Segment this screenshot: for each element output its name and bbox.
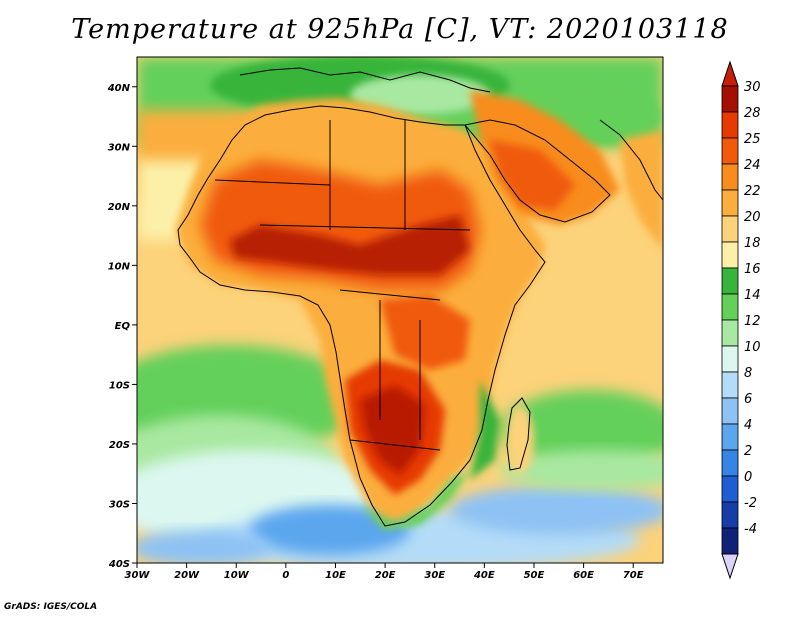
- lat-tick-label: 20N: [108, 202, 131, 213]
- lat-tick-label: 30S: [109, 499, 130, 510]
- colorbar-swatch: [721, 189, 739, 217]
- colorbar-swatch: [721, 241, 739, 269]
- lon-tick-label: 50E: [524, 570, 545, 581]
- colorbar-swatch: [721, 449, 739, 477]
- colorbar-label: 28: [744, 106, 761, 121]
- colorbar-label: 20: [744, 210, 761, 225]
- colorbar-label: -2: [744, 496, 757, 511]
- latitude-axis: 40N 30N 20N 10N EQ 10S 20S 30S 40S: [107, 83, 137, 570]
- temperature-field: [137, 57, 663, 563]
- colorbar-swatch: [721, 163, 739, 191]
- lon-tick-label: 70E: [623, 570, 644, 581]
- colorbar-swatch: [721, 345, 739, 373]
- colorbar-swatch: [721, 85, 739, 113]
- lon-tick-label: 0: [282, 570, 289, 581]
- colorbar-swatch: [721, 423, 739, 451]
- lat-tick-label: 40N: [107, 83, 131, 94]
- colorbar-label: 6: [744, 392, 752, 407]
- colorbar-label: 12: [744, 314, 761, 329]
- colorbar-swatch: [721, 267, 739, 295]
- colorbar-label: 25: [744, 132, 761, 147]
- colorbar-top-arrow: [721, 60, 739, 87]
- coastlines: [177, 67, 663, 527]
- colorbar-label: 22: [744, 184, 761, 199]
- colorbar-swatch: [721, 397, 739, 425]
- lat-tick-label: 40S: [108, 559, 130, 570]
- colorbar-swatch: [721, 501, 739, 529]
- colorbar-swatch: [721, 475, 739, 503]
- colorbar-swatch: [721, 111, 739, 139]
- colorbar-label: 4: [744, 418, 752, 433]
- lat-tick-label: 30N: [108, 142, 131, 153]
- footer-credit: GrADS: IGES/COLA: [4, 602, 98, 612]
- colorbar-label: 0: [744, 470, 752, 485]
- colorbar-swatch: [721, 371, 739, 399]
- lon-tick-label: 10W: [224, 570, 250, 581]
- lon-tick-label: 40E: [473, 570, 495, 581]
- lon-tick-label: 10E: [325, 570, 346, 581]
- colorbar-label: 10: [744, 340, 761, 355]
- lon-tick-label: 30E: [424, 570, 445, 581]
- longitude-axis: 30W 20W 10W 0 10E 20E 30E 40E 50E 60E 70E: [125, 563, 644, 581]
- lat-tick-label: 10N: [108, 261, 131, 272]
- colorbar-swatch: [721, 137, 739, 165]
- colorbar-label: 18: [744, 236, 761, 251]
- colorbar-label: 16: [744, 262, 761, 277]
- colorbar-swatch: [721, 319, 739, 347]
- colorbar-swatch: [721, 293, 739, 321]
- colorbar-label: 8: [744, 366, 752, 381]
- colorbar-bottom-arrow: [721, 553, 739, 580]
- colorbar-label: 2: [744, 444, 752, 459]
- colorbar-label: -4: [744, 522, 757, 537]
- lon-tick-label: 20E: [375, 570, 396, 581]
- lat-tick-label: 20S: [109, 440, 130, 451]
- colorbar-label: 24: [744, 158, 761, 173]
- colorbar-swatch: [721, 527, 739, 555]
- chart-title: Temperature at 925hPa [C], VT: 202010311…: [71, 14, 729, 45]
- lat-tick-label: 10S: [109, 380, 130, 391]
- colorbar-swatch: [721, 215, 739, 243]
- lon-tick-label: 30W: [125, 570, 151, 581]
- colorbar-label: 30: [744, 80, 761, 95]
- lon-tick-label: 60E: [573, 570, 594, 581]
- colorbar-label: 14: [744, 288, 761, 303]
- map-frame: [136, 56, 664, 564]
- lat-tick-label: EQ: [115, 321, 131, 332]
- lon-tick-label: 20W: [174, 570, 200, 581]
